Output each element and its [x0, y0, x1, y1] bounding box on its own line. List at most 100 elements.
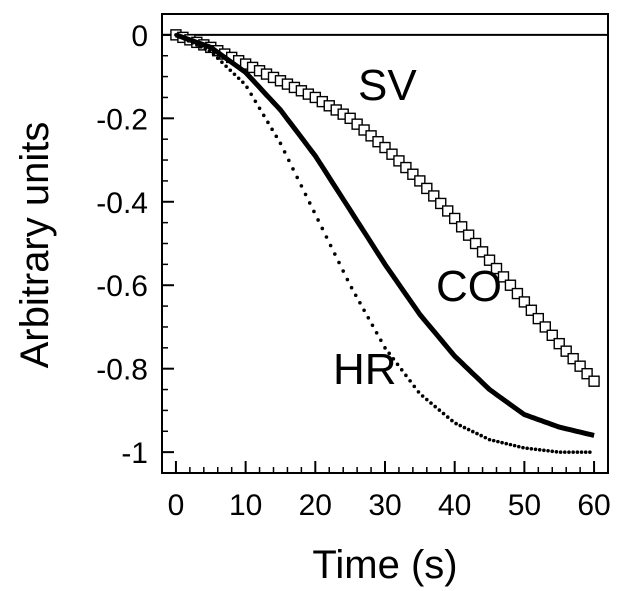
series-sv-marker	[435, 197, 447, 210]
series-hr-dot	[182, 37, 187, 41]
series-sv-marker	[428, 190, 440, 202]
series-hr-dot	[253, 99, 258, 104]
series-hr-dot	[475, 431, 479, 436]
series-hr-dot	[458, 423, 463, 428]
series-hr-dot	[399, 368, 404, 372]
series-sv-marker	[490, 262, 503, 275]
series-sv-marker	[525, 304, 538, 316]
y-tick-label: -0.6	[96, 270, 148, 303]
series-hr-dot	[529, 446, 534, 451]
series-hr-dot	[299, 184, 304, 188]
series-hr-dot	[487, 437, 492, 442]
series-hr-dot	[558, 450, 563, 454]
series-hr-dot	[416, 390, 421, 394]
series-hr-dot	[358, 300, 362, 305]
series-sv-marker	[588, 375, 600, 387]
series-hr-dot	[441, 411, 446, 416]
series-hr-dot	[207, 49, 212, 53]
series-hr-dot	[345, 277, 350, 282]
series-sv-marker	[574, 360, 586, 372]
series-hr-dot	[525, 446, 529, 451]
series-hr-dot	[261, 113, 266, 118]
axis-ticks: 0 10 20 30 40 50 60 0 -0.2 -0.4 -0.6 -0.8 -1	[96, 20, 610, 522]
series-hr-dot	[383, 346, 387, 350]
y-tick-label: -0.8	[96, 354, 148, 387]
series-sv-marker	[483, 254, 496, 266]
series-hr-dot	[512, 443, 517, 448]
series-sv-marker	[372, 135, 384, 148]
series-sv-marker	[365, 130, 377, 142]
series-hr-dot	[496, 439, 500, 444]
series-hr-dot	[353, 293, 358, 298]
series-hr-dot	[278, 141, 283, 146]
series-hr-dot	[391, 357, 396, 361]
series-hr-dot	[195, 43, 199, 47]
series-sv-marker	[455, 221, 468, 233]
series-hr-dot	[379, 338, 383, 343]
series-sv-marker	[560, 345, 572, 357]
series-hr-dot	[412, 384, 417, 389]
series-hr-dot	[471, 429, 475, 434]
series-hr-dot	[521, 445, 525, 450]
series-hr-dot	[241, 80, 245, 85]
series-hr-dot	[395, 362, 400, 367]
series-hr-dot	[583, 450, 588, 454]
series-sv-marker	[469, 237, 482, 250]
y-tick-label: -1	[121, 437, 148, 470]
x-tick-label: 40	[438, 489, 471, 522]
series-sv-marker	[442, 205, 454, 217]
series-hr-dot	[517, 444, 521, 449]
y-tick-label: -0.4	[96, 187, 148, 220]
series-sv-marker	[504, 279, 517, 291]
series-hr-dot	[266, 120, 270, 125]
x-tick-label: 60	[577, 489, 610, 522]
series-hr-dot	[370, 323, 375, 328]
series-hr-dot	[504, 441, 509, 446]
series-hr-dot	[491, 438, 496, 443]
series-layer	[170, 29, 600, 454]
x-tick-label: 20	[299, 489, 332, 522]
series-hr-dot	[362, 308, 366, 313]
series-hr-dot	[270, 127, 274, 132]
series-hr-dot	[295, 175, 299, 180]
series-hr-dot	[437, 408, 442, 412]
series-hr-dot	[533, 447, 538, 452]
series-sv-marker	[421, 182, 433, 195]
series-hr-dot	[203, 47, 208, 51]
series-hr-dot	[450, 418, 454, 423]
series-hr-dot	[408, 379, 412, 383]
series-hr-dot	[508, 442, 513, 447]
series-hr-dot	[224, 64, 228, 69]
series-hr-dot	[199, 45, 203, 49]
series-hr-dot	[542, 448, 546, 453]
series-hr-dot	[537, 447, 542, 452]
series-sv-marker	[546, 329, 558, 341]
series-hr-dot	[567, 450, 571, 454]
series-sv-marker	[539, 321, 551, 333]
series-sv-marker	[351, 118, 363, 130]
series-hr-dot	[588, 450, 592, 454]
series-hr-dot	[333, 252, 337, 256]
series-hr-dot	[462, 425, 467, 430]
series-hr-dot	[479, 433, 483, 438]
series-hr-dot	[349, 285, 354, 290]
series-label-sv: SV	[358, 61, 417, 110]
series-hr-dot	[291, 167, 295, 171]
series-sv-marker	[400, 161, 412, 174]
series-sv-marker	[567, 352, 579, 365]
series-sv-marker	[518, 296, 531, 308]
x-tick-label: 0	[168, 489, 185, 522]
series-hr-dot	[249, 92, 253, 97]
series-hr-dot	[546, 449, 550, 453]
series-hr-dot	[341, 269, 345, 273]
series-hr-dot	[328, 243, 333, 248]
series-sv-marker	[344, 112, 356, 125]
x-tick-label: 10	[229, 489, 262, 522]
series-hr-dot	[420, 394, 425, 398]
series-hr-dot	[324, 235, 329, 239]
series-sv-marker	[393, 155, 405, 167]
series-hr-dot	[211, 52, 216, 57]
series-hr-dot	[500, 440, 504, 445]
x-tick-label: 50	[508, 489, 541, 522]
series-sv-marker	[462, 229, 475, 241]
